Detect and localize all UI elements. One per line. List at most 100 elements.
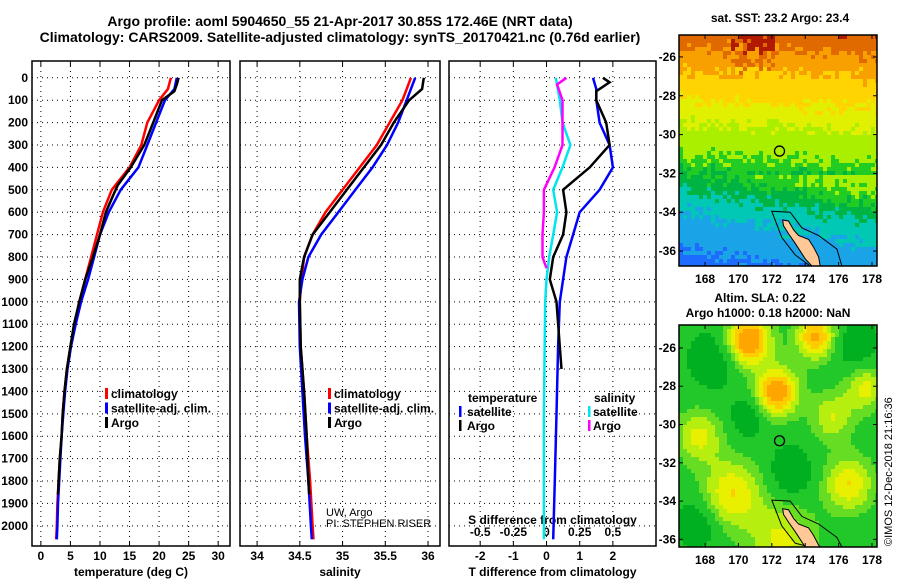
legend-title-temperature: temperature xyxy=(468,391,538,405)
depth-tick-label: 300 xyxy=(8,138,28,152)
x-tick-label: -2 xyxy=(475,549,486,563)
legend-label: climatology xyxy=(334,387,401,401)
depth-tick-label: 1600 xyxy=(1,429,28,443)
depth-tick-label: 1500 xyxy=(1,407,28,421)
x-tick-label: 1 xyxy=(576,549,583,563)
lat-tick-label: -36 xyxy=(659,532,677,546)
x-tick-label: 2 xyxy=(610,549,617,563)
map-title: sat. SST: 23.2 Argo: 23.4 xyxy=(711,11,850,25)
map-subtitle: Argo h1000: 0.18 h2000: NaN xyxy=(686,306,851,320)
x-tick-label: -1 xyxy=(508,549,519,563)
lat-tick-label: -26 xyxy=(659,50,677,64)
depth-tick-label: 1100 xyxy=(2,317,28,331)
depth-tick-label: 1300 xyxy=(1,362,28,376)
x-tick-label: 34 xyxy=(250,549,264,563)
series-line-argo xyxy=(300,78,424,495)
lat-tick-label: -28 xyxy=(659,379,677,393)
legend-title-salinity: salinity xyxy=(594,391,636,405)
depth-tick-label: 200 xyxy=(8,116,28,130)
legend-label: Argo xyxy=(593,419,621,433)
lon-tick-label: 176 xyxy=(829,272,849,286)
lat-tick-label: -32 xyxy=(659,166,677,180)
x-tick-label: 25 xyxy=(182,549,196,563)
legend-label: satellite-adj. clim. xyxy=(111,402,211,416)
lat-tick-label: -34 xyxy=(659,205,677,219)
lon-tick-label: 170 xyxy=(728,272,748,286)
legend-label: satellite xyxy=(593,405,638,419)
series-line-satellite-adj-clim- xyxy=(299,78,415,540)
plot-frame xyxy=(240,61,440,546)
lat-tick-label: -32 xyxy=(659,456,677,470)
depth-tick-label: 1200 xyxy=(1,340,28,354)
lon-tick-label: 170 xyxy=(728,553,748,567)
legend-swatch xyxy=(105,417,108,428)
lon-tick-label: 178 xyxy=(862,272,882,286)
legend-swatch xyxy=(459,406,462,417)
s-tick-label: -0.5 xyxy=(470,525,491,539)
legend-label: Argo xyxy=(334,416,362,430)
legend-swatch xyxy=(105,403,108,414)
panel-differences: -2 -1 0 1 2 T difference from climatology -0.5… xyxy=(449,61,656,579)
x-tick-label: 36 xyxy=(421,549,435,563)
legend-swatch xyxy=(328,388,331,399)
lon-tick-label: 176 xyxy=(829,553,849,567)
title-line-2: Climatology: CARS2009. Satellite-adjuste… xyxy=(40,29,641,45)
x-axis-label: temperature (deg C) xyxy=(74,565,188,579)
depth-tick-label: 1400 xyxy=(1,384,28,398)
depth-tick-label: 600 xyxy=(8,205,28,219)
depth-tick-label: 1700 xyxy=(1,452,28,466)
x-tick-label: 20 xyxy=(152,549,166,563)
depth-tick-label: 2000 xyxy=(1,519,28,533)
x-tick-label: 35.5 xyxy=(374,549,398,563)
pi-annotation: PI: STEPHEN RISER xyxy=(326,518,431,530)
x-tick-label: 35 xyxy=(336,549,350,563)
x-axis-label: T difference from climatology xyxy=(468,565,636,579)
depth-tick-label: 400 xyxy=(8,160,28,174)
lon-tick-label: 174 xyxy=(795,272,815,286)
depth-tick-label: 500 xyxy=(8,183,28,197)
legend-label: Argo xyxy=(467,419,495,433)
x-tick-label: 30 xyxy=(211,549,225,563)
x-tick-label: 0 xyxy=(38,549,45,563)
lon-tick-label: 174 xyxy=(795,553,815,567)
lon-tick-label: 172 xyxy=(762,272,782,286)
x-tick-label: 15 xyxy=(123,549,137,563)
s-tick-label: 0.25 xyxy=(568,525,592,539)
title-line-1: Argo profile: aoml 5904650_55 21-Apr-201… xyxy=(107,13,572,29)
lon-tick-label: 178 xyxy=(862,553,882,567)
legend-label: Argo xyxy=(111,416,139,430)
series-line-climatology xyxy=(300,78,411,540)
depth-tick-label: 0 xyxy=(21,71,28,85)
x-axis-label: salinity xyxy=(319,565,361,579)
series-line-climatology xyxy=(56,78,171,540)
legend-swatch xyxy=(588,406,591,417)
legend-label: climatology xyxy=(111,387,178,401)
depth-tick-label: 800 xyxy=(8,250,28,264)
legend-swatch xyxy=(459,420,462,431)
legend-swatch xyxy=(105,388,108,399)
depth-tick-label: 900 xyxy=(8,272,28,286)
lat-tick-label: -34 xyxy=(659,494,677,508)
s-tick-label: -0.25 xyxy=(500,525,528,539)
plot-frame xyxy=(32,61,230,546)
depth-tick-label: 1900 xyxy=(1,496,28,510)
depth-tick-label: 1800 xyxy=(1,474,28,488)
plot-frame xyxy=(449,61,656,546)
series-line-satellite-adj-clim- xyxy=(57,78,177,540)
map-field xyxy=(679,35,877,266)
depth-tick-label: 700 xyxy=(8,228,28,242)
lat-tick-label: -36 xyxy=(659,244,677,258)
x-tick-label: 34.5 xyxy=(288,549,312,563)
legend-label: satellite xyxy=(467,405,512,419)
lat-tick-label: -28 xyxy=(659,89,677,103)
x-tick-label: 0 xyxy=(543,549,550,563)
lon-tick-label: 172 xyxy=(762,553,782,567)
lon-tick-label: 168 xyxy=(695,272,715,286)
lat-tick-label: -26 xyxy=(659,341,677,355)
depth-tick-label: 1000 xyxy=(1,295,28,309)
